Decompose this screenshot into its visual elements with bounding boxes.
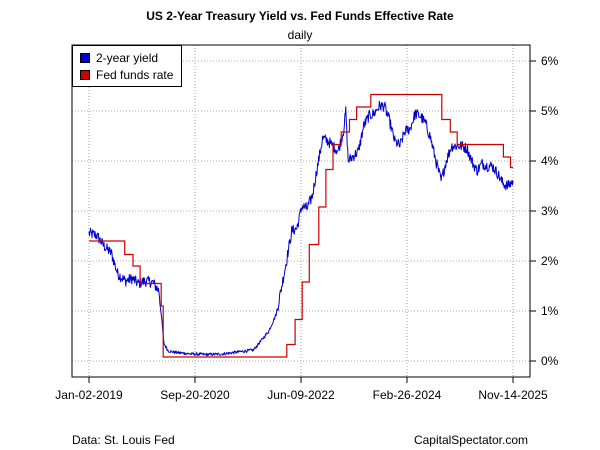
y-axis: 0% 1% 2% 3% 4% 5% 6% — [530, 54, 559, 368]
x-axis: Jan-02-2019 Sep-20-2020 Jun-09-2022 Feb-26-… — [55, 377, 548, 402]
grid-lines — [72, 45, 530, 377]
y-tick-label: 0% — [541, 354, 559, 368]
series-line-fed-funds — [89, 93, 513, 358]
legend-label-fed: Fed funds rate — [96, 67, 174, 82]
legend-swatch-fed — [80, 69, 90, 80]
source-note: Data: St. Louis Fed — [72, 433, 175, 447]
legend-swatch-yield — [80, 52, 90, 63]
y-tick-label: 6% — [541, 54, 559, 68]
legend-item-fed: Fed funds rate — [80, 66, 173, 83]
series-line-2-year-yield — [88, 100, 514, 357]
x-tick-label: Sep-20-2020 — [160, 388, 230, 402]
y-tick-label: 2% — [541, 254, 559, 268]
legend-label-yield: 2-year yield — [96, 50, 159, 65]
chart-title: US 2-Year Treasury Yield vs. Fed Funds E… — [146, 9, 454, 23]
x-tick-label: Nov-14-2025 — [478, 388, 548, 402]
y-tick-label: 3% — [541, 204, 559, 218]
y-tick-label: 5% — [541, 104, 559, 118]
x-tick-label: Feb-26-2024 — [373, 388, 442, 402]
legend-item-yield: 2-year yield — [80, 49, 173, 66]
chart-subtitle: daily — [287, 28, 313, 42]
legend: 2-year yield Fed funds rate — [72, 45, 183, 87]
plot-lines — [88, 93, 514, 358]
x-tick-label: Jun-09-2022 — [267, 388, 335, 402]
x-tick-label: Jan-02-2019 — [55, 388, 123, 402]
y-tick-label: 1% — [541, 304, 559, 318]
y-tick-label: 4% — [541, 154, 559, 168]
credit: CapitalSpectator.com — [413, 433, 528, 447]
